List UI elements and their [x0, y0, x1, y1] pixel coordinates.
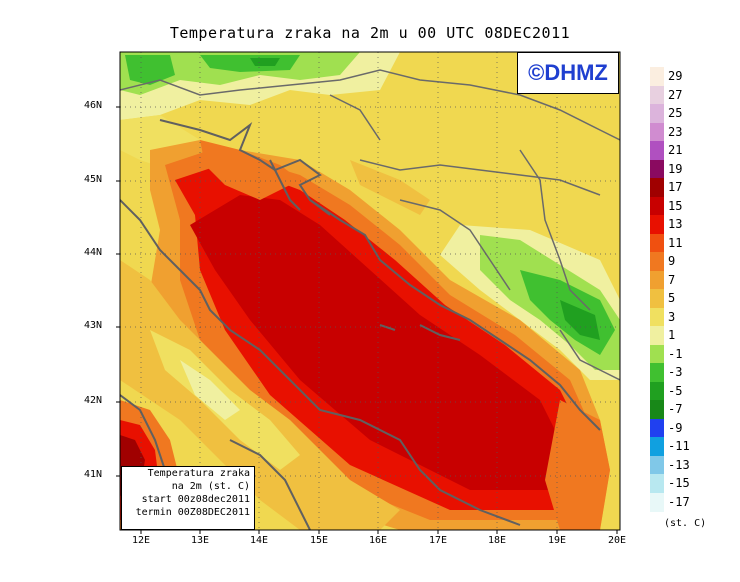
legend-swatch — [650, 307, 664, 327]
legend-label: 9 — [668, 254, 676, 268]
legend-label: 3 — [668, 309, 676, 324]
info-line: start 00z08dec2011 — [141, 494, 250, 505]
legend-swatch — [650, 326, 664, 345]
legend-unit: (st. C) — [664, 518, 707, 529]
lat-lon-grid — [120, 52, 620, 530]
borders — [120, 69, 620, 381]
legend-label: -15 — [668, 476, 690, 490]
dhmz-logo: ©DHMZ — [517, 52, 619, 94]
legend-swatch — [650, 492, 664, 512]
legend-swatch — [650, 344, 664, 364]
legend-swatch — [650, 215, 664, 234]
legend-label: 11 — [668, 235, 683, 250]
x-tick-label: 15E — [309, 535, 329, 546]
legend-label: 23 — [668, 124, 683, 139]
legend-label: 17 — [668, 180, 683, 194]
legend-label: 1 — [668, 328, 676, 342]
legend-swatch — [650, 159, 664, 179]
tick-marks — [116, 106, 618, 534]
x-tick-label: 13E — [190, 535, 210, 546]
legend-swatch — [650, 233, 664, 253]
legend-label: 5 — [668, 291, 676, 305]
legend-swatch — [650, 122, 664, 142]
x-tick-label: 17E — [428, 535, 448, 546]
info-line: na 2m (st. C) — [171, 481, 250, 492]
legend-label: -1 — [668, 346, 683, 361]
legend-swatch — [650, 400, 664, 419]
legend-label: 7 — [668, 272, 676, 287]
legend-swatch — [650, 141, 664, 160]
x-tick-label: 19E — [547, 535, 567, 546]
legend-swatch — [650, 252, 664, 271]
legend-label: -9 — [668, 420, 683, 435]
legend-label: 13 — [668, 217, 683, 231]
legend-swatch — [650, 381, 664, 401]
legend-swatch — [650, 289, 664, 308]
legend-swatch — [650, 474, 664, 493]
y-tick-label: 42N — [84, 395, 103, 406]
legend-label: 25 — [668, 106, 683, 120]
legend-label: -13 — [668, 457, 690, 472]
info-box: Temperatura zraka na 2m (st. C) start 00… — [121, 466, 255, 530]
legend-swatch — [650, 85, 664, 105]
legend-swatch — [650, 418, 664, 438]
legend-swatch — [650, 437, 664, 456]
info-line: termin 00Z08DEC2011 — [135, 507, 250, 518]
legend-label: 15 — [668, 198, 683, 213]
legend-swatch — [650, 67, 664, 86]
legend-label: -11 — [668, 439, 690, 453]
y-tick-label: 45N — [84, 174, 103, 185]
legend-swatch — [650, 104, 664, 123]
legend-swatch — [650, 270, 664, 290]
legend-label: 19 — [668, 161, 683, 176]
y-tick-label: 43N — [84, 320, 103, 331]
y-tick-label: 41N — [84, 469, 103, 480]
plot-frame — [119, 51, 621, 531]
y-tick-label: 46N — [84, 100, 103, 111]
legend-label: 29 — [668, 69, 683, 83]
legend-label: 27 — [668, 87, 683, 102]
legend-label: -17 — [668, 494, 690, 509]
x-tick-label: 18E — [487, 535, 507, 546]
legend-label: -7 — [668, 402, 683, 416]
y-tick-label: 44N — [84, 247, 103, 258]
x-tick-label: 16E — [368, 535, 388, 546]
legend-label: 21 — [668, 143, 683, 157]
x-tick-label: 14E — [249, 535, 269, 546]
x-tick-label: 20E — [607, 535, 627, 546]
coastlines — [120, 119, 601, 530]
map-title: Temperatura zraka na 2m u 00 UTC 08DEC20… — [169, 24, 571, 42]
legend-swatch — [650, 363, 664, 382]
x-tick-label: 12E — [131, 535, 151, 546]
legend-label: -3 — [668, 365, 683, 379]
legend-swatch — [650, 196, 664, 216]
info-line: Temperatura zraka — [147, 468, 250, 479]
legend-label: -5 — [668, 383, 683, 398]
legend-swatch — [650, 455, 664, 475]
legend-swatch — [650, 178, 664, 197]
